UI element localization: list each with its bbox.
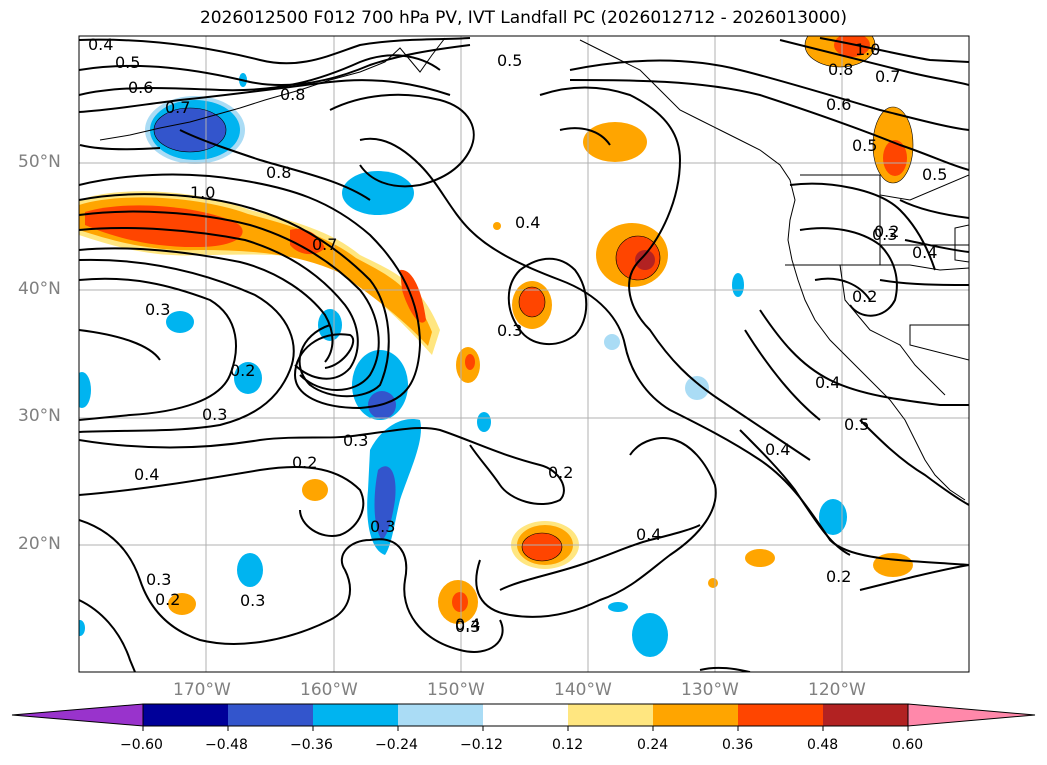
colorbar-tick: −0.12 [460,737,503,753]
lat-label: 20°N [18,534,61,554]
coastlines [99,37,969,501]
colorbar-tick: 0.48 [807,737,839,753]
contour-label: 0.8 [280,85,305,104]
contour-label: 0.4 [455,615,480,634]
contour-label: 0.8 [828,60,853,79]
colorbar-segment [823,704,908,726]
colorbar [11,703,1036,731]
contour-label: 0.3 [343,431,368,450]
contour-label: 0.2 [292,453,317,472]
contour-label: 0.3 [455,617,480,636]
pv-contours [79,37,969,672]
lon-label: 160°W [300,680,358,700]
contour-label: 0.5 [115,53,140,72]
contour-label: 0.7 [875,67,900,86]
contour-label: 0.2 [155,590,180,609]
colorbar-segment [398,704,483,726]
colorbar-segment [228,704,313,726]
colorbar-tick: 0.12 [552,737,584,753]
contour-label: 0.6 [826,95,851,114]
contour-label: 0.4 [515,213,540,232]
contour-label: 0.3 [872,225,897,244]
map-title: 2026012500 F012 700 hPa PV, IVT Landfall… [199,8,847,28]
contour-label: 0.7 [312,235,337,254]
colorbar-tick: −0.24 [375,737,418,753]
contour-label: 0.2 [548,463,573,482]
lon-label: 120°W [808,680,866,700]
contour-label: 0.4 [636,525,661,544]
contour-label: 0.3 [145,300,170,319]
contour-label: 0.3 [146,570,171,589]
contour-label: 0.6 [128,78,153,97]
colorbar-extend-low [11,703,144,727]
contour-label: 0.3 [497,321,522,340]
map-frame [78,35,970,673]
contour-label: 0.4 [765,440,790,459]
contour-label: 0.3 [202,405,227,424]
contour-label: 0.4 [815,373,840,392]
colorbar-tick: −0.36 [290,737,333,753]
colorbar-segment [568,704,653,726]
contour-label: 0.8 [266,163,291,182]
shading-outlines [153,36,914,562]
contour-label: 0.2 [230,361,255,380]
contour-label: 0.5 [844,415,869,434]
colorbar-extend-high [907,703,1036,727]
contour-label: 0.2 [826,567,851,586]
colorbar-tick: −0.48 [205,737,248,753]
colorbar-tick: 0.36 [722,737,754,753]
lon-label: 170°W [173,680,231,700]
colorbar-tick: 0.60 [892,737,924,753]
contour-label: 0.2 [874,222,899,241]
colorbar-segment [483,704,568,726]
colorbar-segment [143,704,228,726]
colorbar-segment [653,704,738,726]
contour-label: 0.4 [134,465,159,484]
lon-label: 130°W [681,680,739,700]
lat-label: 50°N [18,152,61,172]
contour-label: 0.3 [240,591,265,610]
contour-label: 1.0 [190,183,215,202]
contour-label: 0.5 [922,165,947,184]
contour-label: 0.3 [370,517,395,536]
contour-label: 0.4 [88,35,113,54]
contour-label: 0.4 [912,243,937,262]
lon-label: 150°W [427,680,485,700]
colorbar-tick: 0.24 [637,737,669,753]
contour-label: 0.7 [165,98,190,117]
contour-label: 0.2 [852,287,877,306]
colorbar-segment [313,704,398,726]
lat-label: 40°N [18,279,61,299]
lon-label: 140°W [554,680,612,700]
colorbar-tick: −0.60 [120,737,163,753]
shading-layer [79,36,913,657]
contour-label: 1.0 [855,40,880,59]
contour-label-layer: 0.4 0.5 0.6 0.7 0.8 0.5 1.0 0.8 0.7 0.6 … [88,35,947,636]
lat-label: 30°N [18,406,61,426]
contour-label: 0.5 [497,51,522,70]
colorbar-segment [738,704,823,726]
contour-label: 0.5 [852,136,877,155]
